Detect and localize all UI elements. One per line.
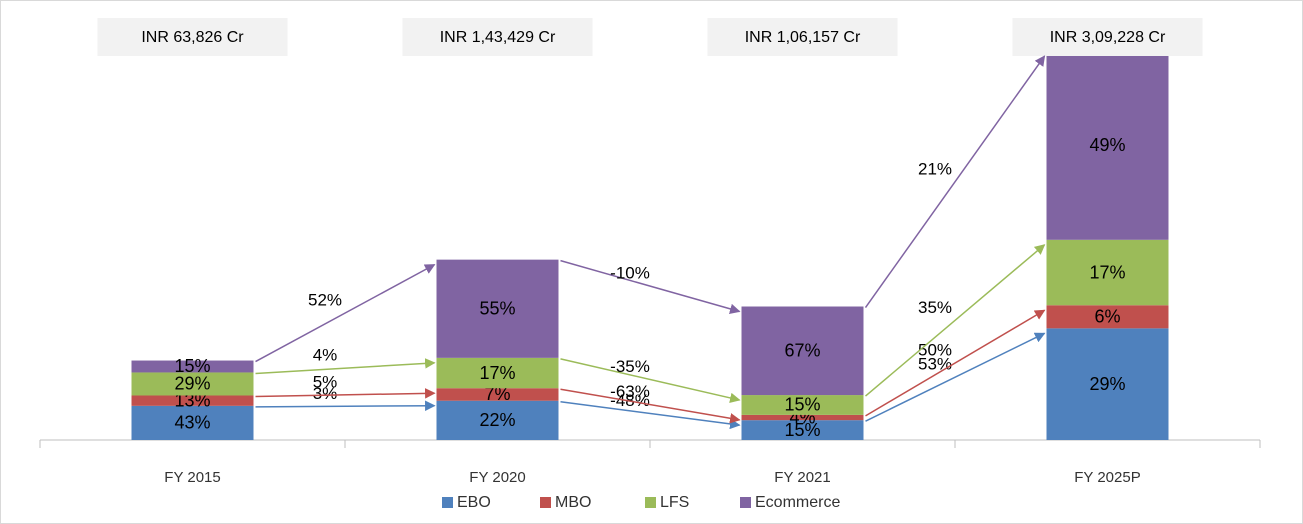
legend-label: MBO [555,494,591,511]
segment-label: 17% [479,363,515,383]
bar-segment [1046,51,1169,240]
growth-arrow [560,388,741,424]
segment-label: 43% [174,413,210,433]
bar-segment [741,414,864,421]
growth-arrow [255,263,436,363]
bar-segment [131,372,254,396]
growth-label: 3% [313,384,338,403]
segment-label: 49% [1089,135,1125,155]
legend-swatch [740,497,751,508]
total-box [402,18,593,56]
growth-arrow [865,244,1046,397]
segment-label: 17% [1089,262,1125,282]
total-box [707,18,898,56]
legend-label: Ecommerce [755,494,840,511]
legend-swatch [442,497,453,508]
legend-label: EBO [457,494,491,511]
segment-label: 55% [479,298,515,318]
bar-segment [1046,305,1169,329]
total-label: INR 63,826 Cr [141,29,244,46]
total-label: INR 1,43,429 Cr [440,29,556,46]
legend-swatch [540,497,551,508]
growth-label: 50% [918,341,952,360]
x-tick-label: FY 2025P [1074,469,1140,486]
bar-segment [131,395,254,406]
growth-label: 52% [308,291,342,310]
bar-segment [436,259,559,358]
segment-label: 29% [174,374,210,394]
growth-label: -35% [610,357,650,376]
bar-segment [436,400,559,440]
x-tick-label: FY 2021 [774,469,830,486]
growth-arrow [255,400,436,412]
bar-segment [1046,239,1169,306]
bar-segment [741,395,864,415]
growth-arrow [865,309,1046,417]
growth-arrow [560,400,741,430]
growth-arrow [255,388,436,399]
segment-label: 67% [784,341,820,361]
total-box [97,18,288,56]
bar-segment [131,360,254,373]
legend-swatch [645,497,656,508]
growth-label: 35% [918,298,952,317]
total-label: INR 3,09,228 Cr [1050,29,1166,46]
legend-label: LFS [660,494,689,511]
bar-segment [131,405,254,440]
segment-label: 7% [484,384,510,404]
bar-segment [436,357,559,389]
segment-label: 6% [1094,307,1120,327]
bar-segment [741,420,864,440]
growth-arrow [255,358,436,375]
segment-label: 15% [174,356,210,376]
segment-label: 22% [479,410,515,430]
bar-segment [436,388,559,401]
bar-segment [741,306,864,396]
segment-label: 15% [784,420,820,440]
growth-label: 21% [918,159,952,178]
growth-arrow [560,259,741,314]
growth-arrow [560,358,741,404]
total-box [1012,18,1203,56]
segment-label: 29% [1089,374,1125,394]
total-label: INR 1,06,157 Cr [745,29,861,46]
growth-label: 4% [313,346,338,365]
segment-label: 15% [784,395,820,415]
x-tick-label: FY 2015 [164,469,220,486]
x-tick-label: FY 2020 [469,469,525,486]
growth-arrow [864,55,1046,308]
growth-label: -63% [610,382,650,401]
growth-label: 5% [313,372,338,391]
bar-segment [1046,328,1169,440]
growth-arrow [865,332,1046,422]
growth-label: -10% [610,264,650,283]
